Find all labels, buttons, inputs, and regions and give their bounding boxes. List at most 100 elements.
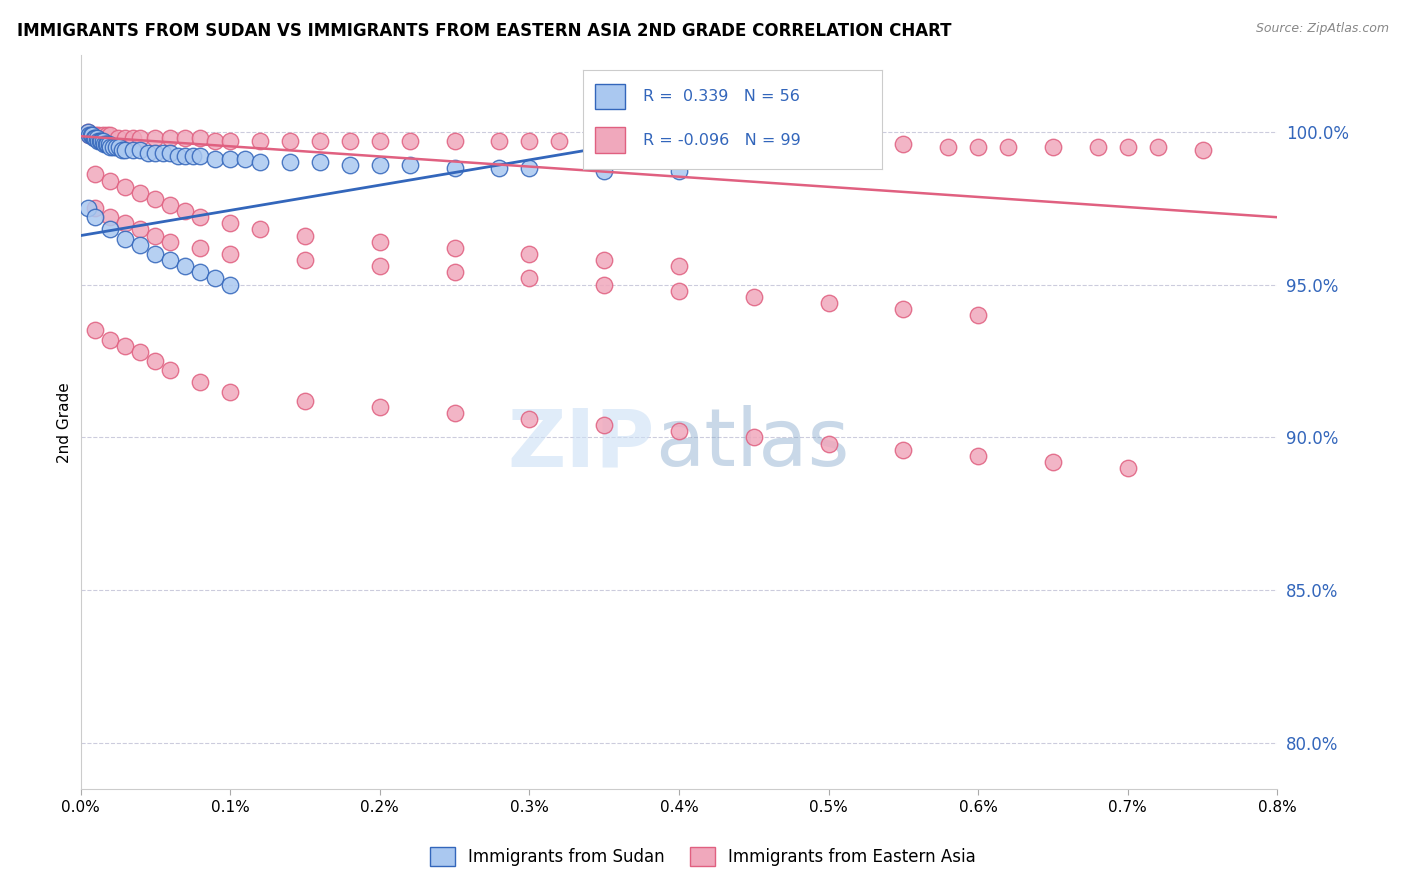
Point bbox=[181, 149, 204, 163]
Point bbox=[443, 406, 465, 420]
Point bbox=[159, 363, 181, 377]
Point bbox=[249, 155, 271, 169]
Point bbox=[893, 442, 915, 457]
Point bbox=[77, 125, 100, 139]
Point bbox=[488, 161, 510, 176]
Point bbox=[143, 130, 166, 145]
Point bbox=[1087, 140, 1109, 154]
Point bbox=[188, 241, 211, 255]
Point bbox=[368, 158, 391, 172]
Point bbox=[294, 393, 316, 408]
Point bbox=[114, 179, 136, 194]
Point bbox=[219, 216, 242, 230]
Point bbox=[143, 192, 166, 206]
Point bbox=[111, 143, 134, 157]
Point bbox=[339, 158, 361, 172]
Point bbox=[294, 228, 316, 243]
Point bbox=[368, 235, 391, 249]
Point bbox=[129, 344, 152, 359]
Point bbox=[87, 128, 110, 142]
Point bbox=[84, 323, 107, 337]
Point bbox=[129, 222, 152, 236]
Point bbox=[787, 136, 810, 151]
Text: ZIP: ZIP bbox=[508, 405, 655, 483]
Point bbox=[80, 128, 103, 142]
Point bbox=[278, 155, 301, 169]
Point bbox=[129, 130, 152, 145]
Point bbox=[817, 136, 839, 151]
Point bbox=[159, 198, 181, 212]
Point bbox=[82, 128, 104, 142]
Point bbox=[742, 290, 765, 304]
Point bbox=[159, 235, 181, 249]
Point bbox=[122, 143, 145, 157]
Point bbox=[519, 412, 541, 426]
Text: atlas: atlas bbox=[655, 405, 849, 483]
Point bbox=[89, 134, 111, 148]
Point bbox=[114, 339, 136, 353]
Point bbox=[143, 146, 166, 161]
Point bbox=[143, 228, 166, 243]
Point bbox=[84, 128, 107, 142]
Point bbox=[668, 425, 690, 439]
Point bbox=[84, 211, 107, 225]
Point bbox=[84, 130, 107, 145]
Point bbox=[204, 134, 226, 148]
Point bbox=[84, 168, 107, 182]
Point bbox=[668, 136, 690, 151]
Point bbox=[278, 134, 301, 148]
Point bbox=[204, 271, 226, 285]
Point bbox=[519, 271, 541, 285]
Point bbox=[309, 155, 332, 169]
Point bbox=[83, 130, 105, 145]
Point bbox=[79, 128, 101, 142]
Point bbox=[997, 140, 1019, 154]
Point bbox=[848, 136, 870, 151]
Point bbox=[136, 146, 159, 161]
Text: Source: ZipAtlas.com: Source: ZipAtlas.com bbox=[1256, 22, 1389, 36]
Point bbox=[114, 143, 136, 157]
Point bbox=[188, 265, 211, 279]
Point bbox=[219, 134, 242, 148]
Point bbox=[159, 146, 181, 161]
Point bbox=[593, 136, 616, 151]
Point bbox=[105, 140, 128, 154]
Point bbox=[84, 201, 107, 215]
Point bbox=[249, 222, 271, 236]
Point bbox=[129, 237, 152, 252]
Point bbox=[114, 130, 136, 145]
Point bbox=[593, 277, 616, 292]
Point bbox=[638, 136, 661, 151]
Point bbox=[668, 284, 690, 298]
Point bbox=[893, 301, 915, 316]
Point bbox=[368, 400, 391, 414]
Point bbox=[100, 333, 122, 347]
Point bbox=[93, 136, 115, 151]
Point bbox=[86, 130, 108, 145]
Point bbox=[368, 259, 391, 273]
Point bbox=[103, 140, 125, 154]
Point bbox=[79, 128, 101, 142]
Point bbox=[817, 296, 839, 310]
Legend: Immigrants from Sudan, Immigrants from Eastern Asia: Immigrants from Sudan, Immigrants from E… bbox=[422, 838, 984, 875]
Point bbox=[129, 186, 152, 200]
Point bbox=[398, 158, 420, 172]
Point bbox=[249, 134, 271, 148]
Point bbox=[1042, 140, 1064, 154]
Point bbox=[519, 161, 541, 176]
Point bbox=[143, 354, 166, 368]
Point bbox=[339, 134, 361, 148]
Point bbox=[697, 136, 720, 151]
Point bbox=[548, 134, 571, 148]
Point bbox=[398, 134, 420, 148]
Point bbox=[742, 136, 765, 151]
Point bbox=[159, 130, 181, 145]
Point bbox=[143, 247, 166, 261]
Point bbox=[152, 146, 174, 161]
Point bbox=[188, 376, 211, 390]
Point bbox=[80, 128, 103, 142]
Point bbox=[443, 265, 465, 279]
Point bbox=[967, 140, 990, 154]
Point bbox=[1042, 455, 1064, 469]
Point bbox=[96, 128, 118, 142]
